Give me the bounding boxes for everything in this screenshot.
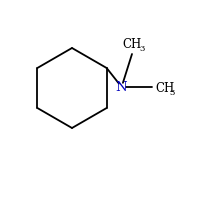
Text: 3: 3 <box>169 89 175 97</box>
Text: 3: 3 <box>139 45 144 53</box>
Text: CH: CH <box>155 82 174 95</box>
Text: CH: CH <box>122 38 142 51</box>
Text: N: N <box>116 81 127 94</box>
